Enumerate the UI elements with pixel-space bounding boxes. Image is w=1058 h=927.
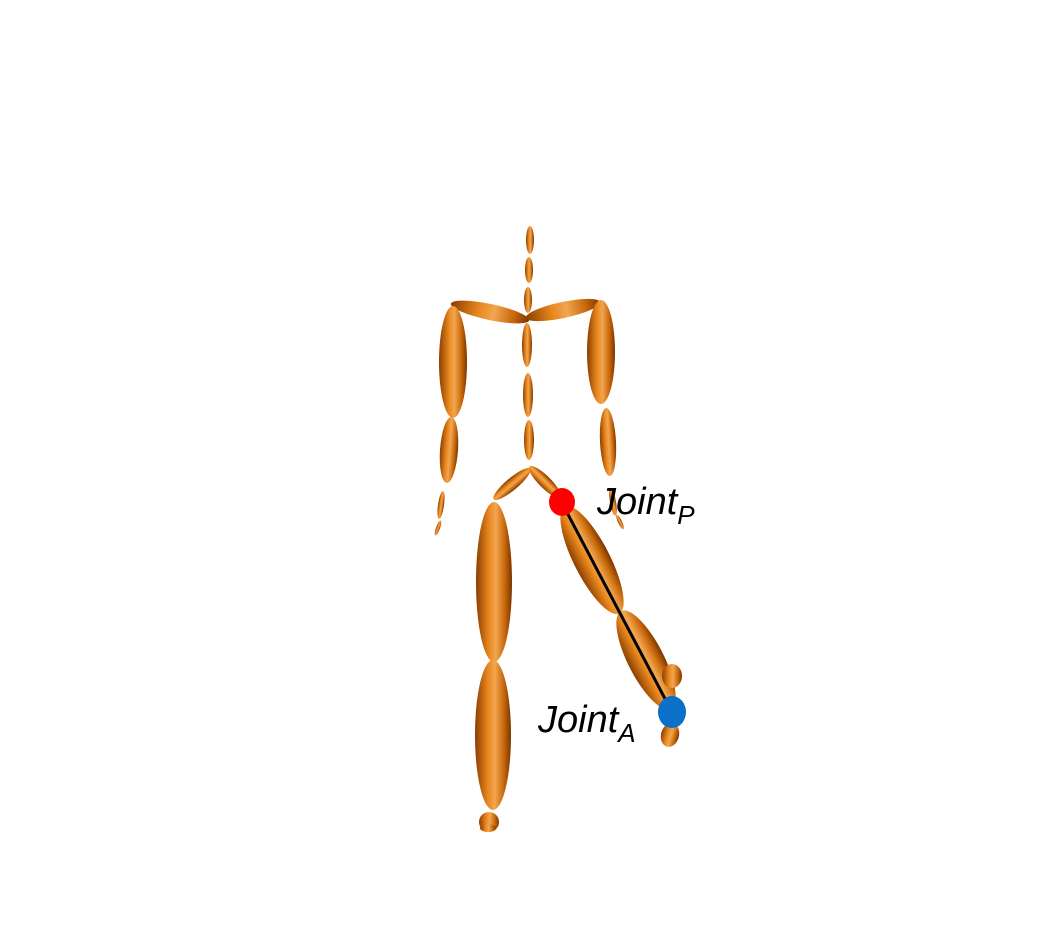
joint-p-label-main: Joint <box>596 481 679 523</box>
spine-segment <box>524 420 534 460</box>
left-upper-arm <box>439 306 467 418</box>
spine-segment <box>524 287 532 313</box>
right-forearm <box>599 408 617 476</box>
joint-a-label-main: Joint <box>537 699 620 741</box>
spine-segment <box>523 373 533 417</box>
left-shin <box>475 660 511 810</box>
joint-a-label-sub: A <box>616 718 635 748</box>
joint-p-marker <box>549 488 575 516</box>
left-clavicle <box>450 300 530 324</box>
left-hip <box>493 467 531 501</box>
skeleton-body <box>434 226 682 832</box>
right-toe <box>660 723 680 747</box>
spine-segment <box>526 226 534 254</box>
joint-p-label: JointP <box>596 481 695 530</box>
left-hand <box>437 491 445 519</box>
right-finger <box>616 514 624 530</box>
joint-a-label: JointA <box>537 699 636 748</box>
left-thigh <box>476 502 512 662</box>
right-hand <box>609 488 617 516</box>
right-foot <box>662 664 682 688</box>
right-clavicle <box>525 298 601 322</box>
spine-segment <box>525 257 533 283</box>
left-forearm <box>439 417 459 483</box>
spine-segment <box>522 323 532 367</box>
joint-connector-line <box>560 502 674 713</box>
left-finger <box>434 520 442 536</box>
right-hip <box>528 465 562 499</box>
joint-p-label-sub: P <box>677 500 695 530</box>
joint-a-marker <box>658 696 686 728</box>
right-upper-arm <box>587 300 615 404</box>
left-toe <box>480 824 496 832</box>
